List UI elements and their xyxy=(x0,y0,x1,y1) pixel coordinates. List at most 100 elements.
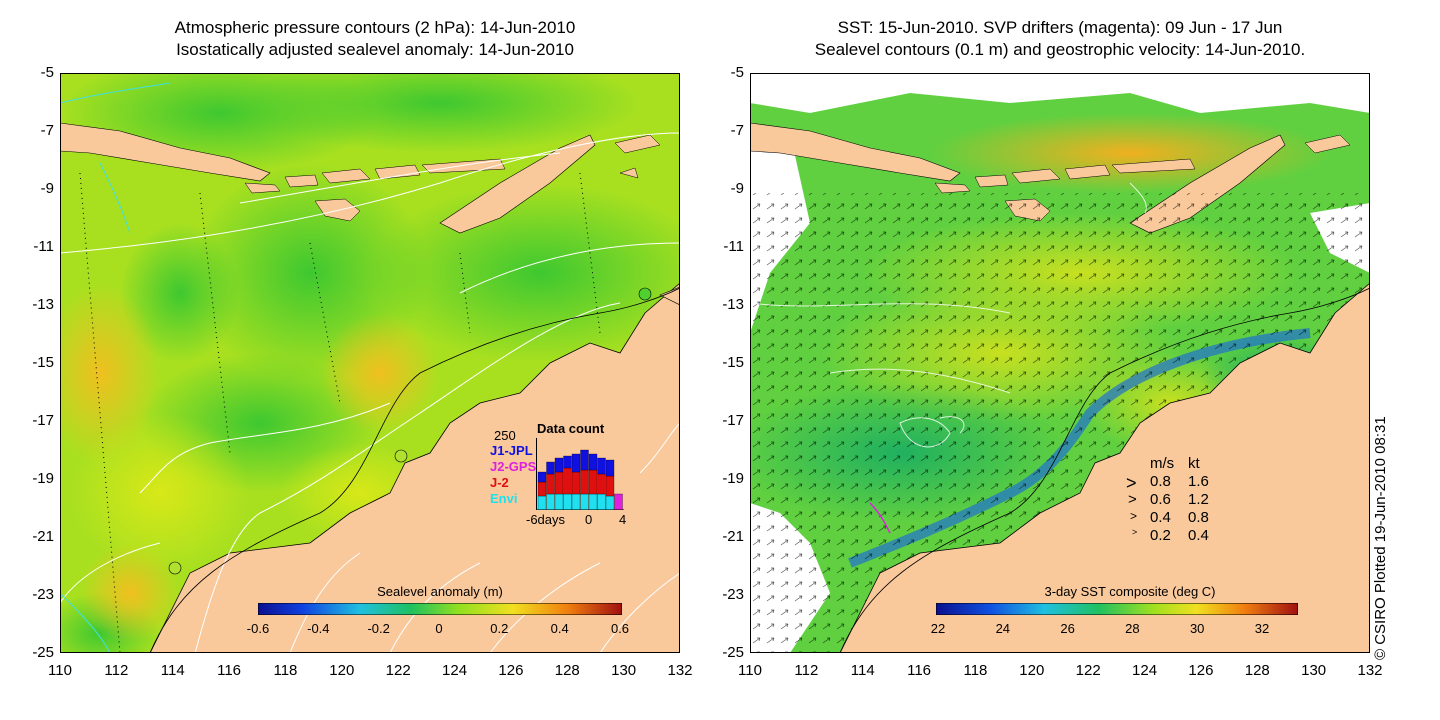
colorbar-tick-label: 22 xyxy=(930,621,946,636)
x-tick-label: 116 xyxy=(217,662,242,679)
y-tick-label: -25 xyxy=(722,644,744,661)
velocity-arrow-icon: > xyxy=(1128,491,1137,508)
right-velocity-field xyxy=(750,193,1370,653)
x-tick-label: 124 xyxy=(442,662,468,679)
x-tick-label: 118 xyxy=(273,662,298,679)
right-title-line1: SST: 15-Jun-2010. SVP drifters (magenta)… xyxy=(837,18,1283,37)
colorbar-tick-label: 0.4 xyxy=(550,621,569,636)
x-tick-label: 128 xyxy=(1244,662,1270,679)
y-tick-label: -5 xyxy=(40,64,54,81)
left-pressure-contours xyxy=(60,132,680,653)
velocity-ms: 0.4 xyxy=(1150,509,1171,526)
data-count-max: 250 xyxy=(494,428,516,443)
y-tick-label: -17 xyxy=(722,412,744,429)
left-colorbar xyxy=(258,603,622,615)
colorbar-tick-label: 30 xyxy=(1189,621,1205,636)
colorbar-tick-label: 0.6 xyxy=(610,621,630,636)
y-tick-label: -9 xyxy=(730,180,744,197)
x-tick-label: 114 xyxy=(160,662,185,679)
right-colorbar-title: 3-day SST composite (deg C) xyxy=(1044,584,1216,599)
velocity-arrow-icon: > xyxy=(1132,527,1138,537)
right-sealevel-contours xyxy=(750,182,1147,448)
velocity-legend-header-kt: kt xyxy=(1188,455,1200,472)
y-tick-label: -23 xyxy=(722,586,744,603)
velocity-kt: 1.6 xyxy=(1188,473,1209,490)
y-tick-label: -19 xyxy=(32,470,54,487)
y-tick-label: -9 xyxy=(40,180,54,197)
colorbar-tick-label: 28 xyxy=(1125,621,1140,636)
left-australia-land xyxy=(149,282,680,653)
y-tick-label: -15 xyxy=(722,354,744,371)
y-tick-label: -21 xyxy=(722,528,744,545)
y-tick-label: -19 xyxy=(722,470,744,487)
x-tick-label: 120 xyxy=(1019,662,1045,679)
right-title-line2: Sealevel contours (0.1 m) and geostrophi… xyxy=(814,40,1306,59)
data-count-chart xyxy=(536,438,624,510)
y-tick-label: -7 xyxy=(730,122,744,139)
data-count-title: Data count xyxy=(537,421,605,436)
x-tick-label: 132 xyxy=(1357,662,1383,679)
left-dotted-tracks xyxy=(79,172,601,653)
left-colorbar-title: Sealevel anomaly (m) xyxy=(377,584,503,599)
x-tick-label: 110 xyxy=(48,662,72,679)
data-count-legend-item: J1-JPL xyxy=(490,443,533,458)
data-count-xlabel: -6days xyxy=(526,512,566,527)
velocity-legend-header-ms: m/s xyxy=(1150,455,1175,472)
left-tide-gauge xyxy=(168,561,182,575)
x-tick-label: 118 xyxy=(963,662,988,679)
velocity-kt: 1.2 xyxy=(1188,491,1209,508)
colorbar-tick-label: -0.6 xyxy=(246,621,270,636)
velocity-ms: 0.6 xyxy=(1150,491,1171,508)
x-tick-label: 126 xyxy=(498,662,524,679)
velocity-kt: 0.4 xyxy=(1188,527,1209,544)
y-tick-label: -23 xyxy=(32,586,54,603)
velocity-ms: 0.8 xyxy=(1150,473,1171,490)
left-tide-gauge xyxy=(638,287,652,301)
colorbar-tick-label: 0.2 xyxy=(490,621,509,636)
data-count-xtick-0: 0 xyxy=(585,512,593,527)
colorbar-tick-label: 0 xyxy=(435,621,443,636)
left-map xyxy=(60,73,680,653)
colorbar-tick-label: -0.2 xyxy=(367,621,390,636)
right-colorbar xyxy=(936,603,1298,615)
velocity-ms: 0.2 xyxy=(1150,527,1171,544)
left-island-timor xyxy=(439,134,596,234)
y-tick-label: -13 xyxy=(722,296,744,313)
data-count-legend-item: Envi xyxy=(490,491,518,506)
x-tick-label: 124 xyxy=(1132,662,1158,679)
y-tick-label: -17 xyxy=(32,412,54,429)
velocity-arrow-icon: > xyxy=(1130,509,1138,523)
x-tick-label: 112 xyxy=(794,662,819,679)
colorbar-tick-label: 26 xyxy=(1060,621,1075,636)
x-tick-label: 114 xyxy=(850,662,875,679)
left-title-line2: Isostatically adjusted sealevel anomaly:… xyxy=(176,40,574,59)
y-tick-label: -7 xyxy=(40,122,54,139)
x-tick-label: 110 xyxy=(738,662,762,679)
x-tick-label: 122 xyxy=(1075,662,1101,679)
y-tick-label: -11 xyxy=(723,238,744,255)
credit-text: © CSIRO Plotted 19-Jun-2010 08:31 xyxy=(1372,416,1389,660)
x-tick-label: 122 xyxy=(385,662,411,679)
y-tick-label: -5 xyxy=(730,64,744,81)
y-tick-label: -25 xyxy=(32,644,54,661)
y-tick-label: -21 xyxy=(32,528,54,545)
data-count-legend-item: J-2 xyxy=(490,475,509,490)
y-tick-label: -15 xyxy=(32,354,54,371)
velocity-arrow-icon: > xyxy=(1126,473,1137,493)
x-tick-label: 132 xyxy=(667,662,693,679)
y-tick-label: -11 xyxy=(33,238,54,255)
data-count-xtick-4: 4 xyxy=(619,512,627,527)
left-title-line1: Atmospheric pressure contours (2 hPa): 1… xyxy=(174,18,576,37)
left-tide-gauge xyxy=(394,449,408,463)
left-island-java xyxy=(60,122,271,182)
x-tick-label: 126 xyxy=(1188,662,1214,679)
x-tick-label: 130 xyxy=(1301,662,1327,679)
colorbar-tick-label: 24 xyxy=(995,621,1011,636)
x-tick-label: 112 xyxy=(104,662,129,679)
velocity-kt: 0.8 xyxy=(1188,509,1209,526)
colorbar-tick-label: -0.4 xyxy=(307,621,330,636)
colorbar-tick-label: 32 xyxy=(1254,621,1270,636)
x-tick-label: 128 xyxy=(554,662,580,679)
y-tick-label: -13 xyxy=(32,296,54,313)
x-tick-label: 116 xyxy=(907,662,932,679)
